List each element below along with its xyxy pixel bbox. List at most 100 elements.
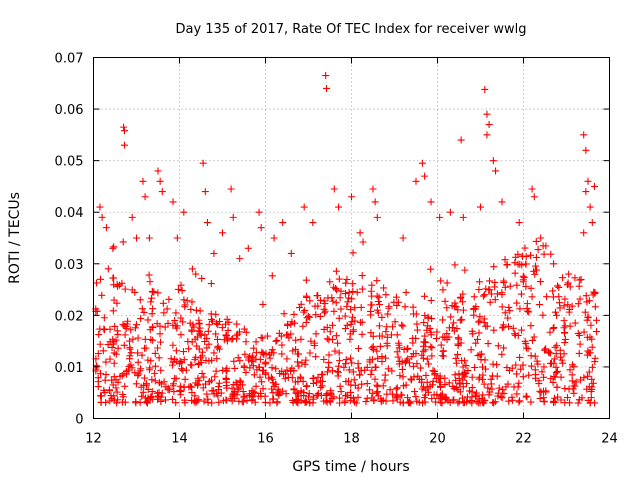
data-point bbox=[418, 385, 426, 393]
data-point bbox=[371, 375, 379, 383]
data-point bbox=[255, 363, 263, 371]
data-point bbox=[500, 344, 508, 352]
data-point bbox=[242, 368, 250, 376]
data-point bbox=[528, 362, 536, 370]
data-point bbox=[200, 373, 208, 381]
data-point bbox=[550, 260, 558, 268]
data-point bbox=[119, 238, 127, 246]
data-point bbox=[396, 372, 404, 380]
data-point bbox=[95, 331, 103, 339]
data-point bbox=[99, 347, 107, 355]
data-point bbox=[235, 384, 243, 392]
data-point bbox=[429, 377, 437, 385]
data-point bbox=[349, 288, 357, 296]
data-point bbox=[445, 333, 453, 341]
data-point bbox=[330, 393, 338, 401]
data-point bbox=[344, 298, 352, 306]
data-point bbox=[506, 282, 514, 290]
data-point bbox=[177, 391, 185, 399]
data-point bbox=[250, 344, 258, 352]
data-point bbox=[123, 367, 131, 375]
data-point bbox=[513, 390, 521, 398]
data-point bbox=[322, 391, 330, 399]
data-point bbox=[392, 293, 400, 301]
data-point bbox=[590, 182, 598, 190]
data-point bbox=[378, 313, 386, 321]
data-point bbox=[553, 282, 561, 290]
data-point bbox=[418, 351, 426, 359]
data-point bbox=[337, 388, 345, 396]
data-point bbox=[335, 275, 343, 283]
data-point bbox=[273, 336, 281, 344]
data-point bbox=[394, 353, 402, 361]
data-point bbox=[442, 394, 450, 402]
y-tick-label: 0.01 bbox=[55, 361, 84, 376]
data-point bbox=[479, 391, 487, 399]
data-point bbox=[413, 320, 421, 328]
data-point bbox=[494, 342, 502, 350]
data-point bbox=[383, 342, 391, 350]
data-point bbox=[527, 284, 535, 292]
axis-ticks bbox=[93, 57, 610, 419]
data-point bbox=[578, 394, 586, 402]
data-point bbox=[476, 317, 484, 325]
data-point bbox=[408, 353, 416, 361]
data-point bbox=[516, 305, 524, 313]
data-point bbox=[581, 308, 589, 316]
y-tick-label: 0.06 bbox=[55, 103, 84, 118]
data-point bbox=[179, 366, 187, 374]
data-point bbox=[348, 193, 355, 201]
data-point bbox=[486, 388, 494, 396]
data-point bbox=[297, 387, 305, 395]
data-point bbox=[154, 167, 162, 175]
data-point bbox=[171, 317, 179, 325]
data-point bbox=[278, 350, 286, 358]
data-point bbox=[583, 385, 591, 393]
data-point bbox=[486, 298, 494, 306]
data-point bbox=[498, 198, 506, 206]
data-point bbox=[349, 249, 357, 257]
data-point bbox=[389, 323, 397, 331]
data-point bbox=[259, 385, 267, 393]
data-point bbox=[323, 84, 331, 92]
data-point bbox=[461, 369, 469, 377]
data-point bbox=[591, 399, 599, 407]
data-point bbox=[368, 301, 376, 309]
data-point bbox=[213, 355, 221, 363]
data-point bbox=[334, 339, 342, 347]
data-point bbox=[125, 362, 133, 370]
data-point bbox=[240, 362, 248, 370]
data-point bbox=[104, 341, 112, 349]
data-point bbox=[141, 193, 149, 201]
data-point bbox=[259, 300, 267, 308]
data-point bbox=[113, 327, 121, 335]
data-point bbox=[538, 368, 546, 376]
data-point bbox=[541, 346, 549, 354]
data-point bbox=[457, 136, 465, 144]
x-tick-labels: 12 14 16 18 20 22 24 bbox=[85, 432, 618, 447]
data-point bbox=[212, 319, 220, 327]
data-point bbox=[215, 383, 223, 391]
data-point bbox=[398, 321, 406, 329]
data-point bbox=[316, 313, 324, 321]
data-point bbox=[185, 345, 193, 353]
data-point bbox=[170, 388, 178, 396]
data-point bbox=[138, 305, 146, 313]
data-point bbox=[427, 265, 435, 273]
data-point bbox=[556, 346, 564, 354]
data-point bbox=[287, 367, 295, 375]
data-point bbox=[302, 276, 310, 284]
data-point bbox=[587, 321, 595, 329]
data-point bbox=[515, 398, 523, 406]
data-point bbox=[292, 336, 300, 344]
data-point bbox=[480, 380, 488, 388]
data-point bbox=[335, 362, 343, 370]
data-point bbox=[551, 355, 559, 363]
y-tick-label: 0.07 bbox=[55, 52, 84, 67]
data-point bbox=[329, 297, 337, 305]
data-point bbox=[212, 310, 220, 318]
data-point bbox=[376, 301, 384, 309]
data-point bbox=[126, 343, 134, 351]
data-point bbox=[436, 383, 444, 391]
data-point bbox=[524, 345, 532, 353]
